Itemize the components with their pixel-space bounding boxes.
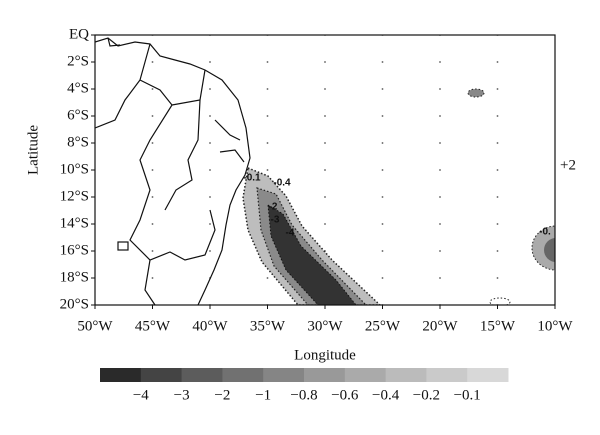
y-tick-label: 2°S xyxy=(67,53,89,69)
x-tick-label: 20°W xyxy=(422,318,458,334)
lake xyxy=(117,241,129,251)
x-tick-label: 50°W xyxy=(77,318,113,334)
y-axis-title: Latitude xyxy=(25,125,41,175)
contour-inner xyxy=(267,204,357,305)
colorbar-swatch xyxy=(426,368,468,382)
y-tick-label: 20°S xyxy=(60,296,89,312)
colorbar-label: −2 xyxy=(214,387,230,403)
y-tick-label: 6°S xyxy=(67,107,89,123)
contour-east-core xyxy=(544,238,555,262)
colorbar-swatch xyxy=(222,368,264,382)
coastline xyxy=(95,37,251,305)
y-tick-label: 12°S xyxy=(60,188,89,204)
colorbar-label: −0.4 xyxy=(372,387,400,403)
colorbar-label: −3 xyxy=(174,387,190,403)
x-tick-label: 25°W xyxy=(365,318,401,334)
x-tick-label: 45°W xyxy=(135,318,171,334)
x-tick-label: 35°W xyxy=(250,318,286,334)
coast xyxy=(95,37,251,305)
contour-label: -0. xyxy=(539,227,551,238)
contour-label: +2 xyxy=(560,157,576,173)
colorbar-swatch xyxy=(344,368,387,382)
dot-grid xyxy=(151,35,499,305)
contour-small xyxy=(467,88,485,98)
contour-label: -2 xyxy=(269,202,278,213)
contour-label: -0.1 xyxy=(243,173,261,184)
colorbar-label: −0.1 xyxy=(454,387,481,403)
x-tick-label: 30°W xyxy=(307,318,343,334)
y-tick-label: EQ xyxy=(69,26,89,42)
y-tick-label: 18°S xyxy=(60,269,89,285)
contour-label: -0.4 xyxy=(273,178,291,189)
state-border xyxy=(95,37,245,305)
contour-label: -4 xyxy=(286,228,295,239)
colorbar-label: −0.2 xyxy=(413,387,440,403)
colorbar-swatch xyxy=(263,368,305,382)
colorbar-label: −4 xyxy=(133,387,149,403)
colorbar-swatch xyxy=(100,368,142,382)
x-tick-label: 10°W xyxy=(537,318,573,334)
colorbar-swatch xyxy=(467,368,509,382)
colorbar-swatch xyxy=(385,368,427,382)
x-tick-label: 40°W xyxy=(192,318,228,334)
y-tick-label: 4°S xyxy=(67,80,89,96)
y-tick-label: 16°S xyxy=(60,242,89,258)
colorbar-swatch xyxy=(140,368,183,382)
colorbar-swatch xyxy=(304,368,346,382)
x-axis-title: Longitude xyxy=(294,347,356,363)
contour-label: -3 xyxy=(271,215,280,226)
y-tick-label: 10°S xyxy=(60,161,89,177)
y-tick-label: 14°S xyxy=(60,215,89,231)
colorbar-swatch xyxy=(181,368,223,382)
x-tick-label: 15°W xyxy=(480,318,516,334)
colorbar-label: −1 xyxy=(255,387,271,403)
contour-small xyxy=(489,297,511,305)
contour-field xyxy=(242,88,555,305)
colorbar-label: −0.8 xyxy=(290,387,317,403)
y-tick-label: 8°S xyxy=(67,134,89,150)
colorbar-label: −0.6 xyxy=(331,387,359,403)
